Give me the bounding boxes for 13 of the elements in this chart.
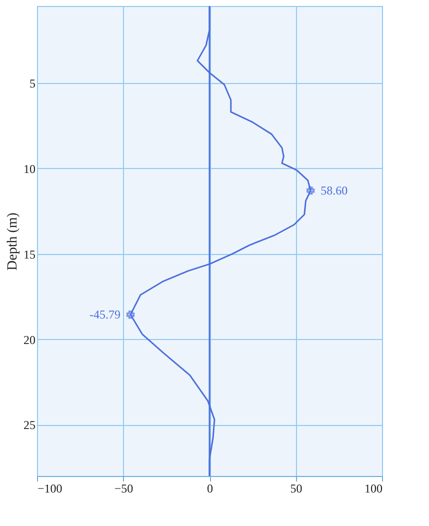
x-tick-label: −100: [38, 482, 62, 496]
annotation: 58.60: [320, 184, 348, 198]
y-tick-label: 20: [24, 332, 36, 347]
y-tick-label: 25: [24, 418, 36, 432]
x-tick-label: 50: [290, 482, 302, 496]
y-axis-title: Depth (m): [6, 212, 20, 270]
x-tick-label: 0: [207, 482, 213, 496]
y-tick-label: 15: [24, 247, 36, 262]
annotation: -45.79: [90, 308, 121, 322]
y-tick-label: 5: [30, 76, 36, 90]
x-tick-label: −50: [114, 482, 134, 496]
x-tick-label: 100: [364, 482, 382, 496]
y-tick-label: 10: [24, 162, 36, 176]
